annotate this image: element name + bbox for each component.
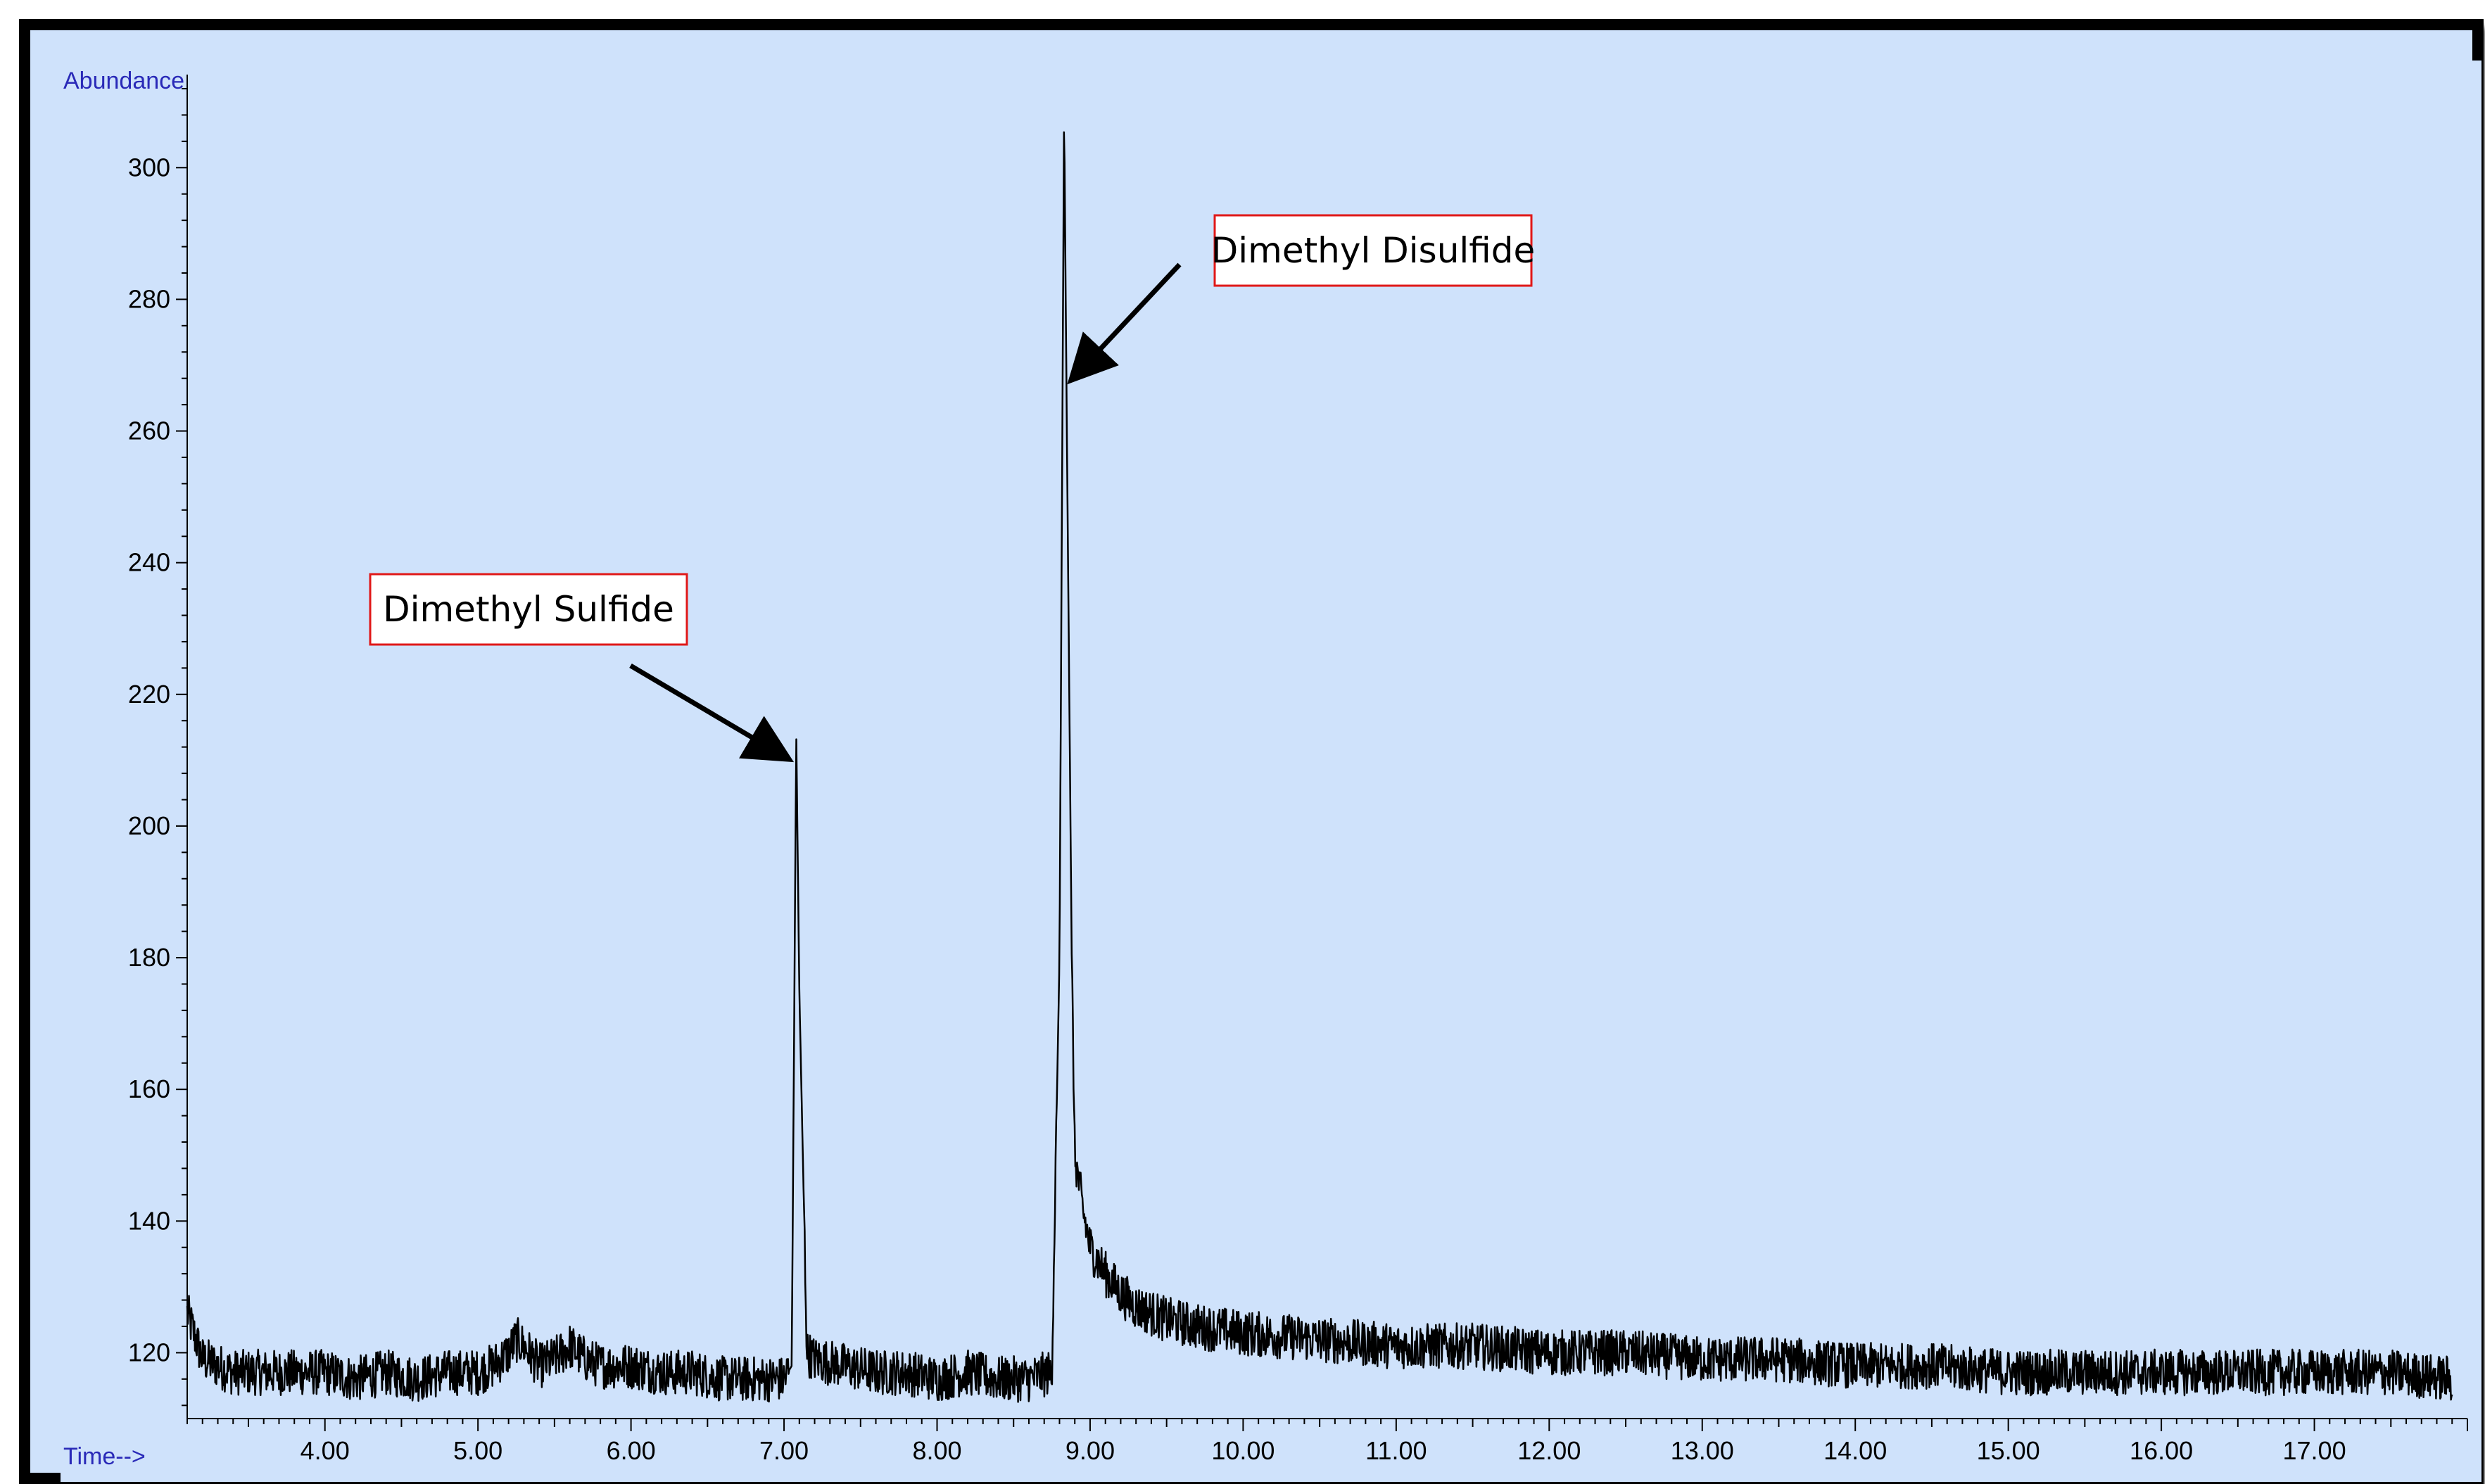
x-tick-label: 10.00 [1211, 1436, 1275, 1465]
y-tick-label: 180 [128, 943, 170, 972]
y-tick-label: 240 [128, 548, 170, 577]
peak-annotation: Dimethyl Disulfide [1067, 214, 1536, 385]
annotation-arrow [629, 663, 795, 763]
annotations: Dimethyl Sulfide Dimethyl Disulfide [369, 214, 1536, 763]
y-tick-label: 200 [128, 811, 170, 840]
x-tick-label: 16.00 [2130, 1436, 2193, 1465]
y-tick-label: 220 [128, 680, 170, 709]
x-tick-label: 11.00 [1365, 1436, 1427, 1465]
ticks: 4.00 5.00 6.00 7.00 8.00 9.00 10.00 11.00 12.00 1… [128, 88, 2468, 1465]
x-tick-label: 14.00 [1823, 1436, 1887, 1465]
x-tick-label: 13.00 [1671, 1436, 1734, 1465]
chart-frame: 4.00 5.00 6.00 7.00 8.00 9.00 10.00 11.00 12.00 1… [19, 19, 2484, 1484]
annotation-label: Dimethyl Sulfide [383, 589, 674, 630]
peak-annotation: Dimethyl Sulfide [369, 573, 795, 763]
x-tick-label: 6.00 [607, 1436, 656, 1465]
x-tick-label: 12.00 [1517, 1436, 1581, 1465]
x-tick-label: 9.00 [1066, 1436, 1115, 1465]
annotation-box [369, 573, 688, 646]
annotation-arrow [1067, 262, 1182, 385]
chromatogram-chart: 4.00 5.00 6.00 7.00 8.00 9.00 10.00 11.00 12.00 1… [61, 61, 2481, 1482]
y-tick-label: 280 [128, 284, 170, 313]
plot-background [61, 61, 2481, 1482]
x-tick-label: 5.00 [453, 1436, 502, 1465]
annotation-label: Dimethyl Disulfide [1211, 230, 1536, 271]
x-tick-label: 15.00 [1977, 1436, 2040, 1465]
x-tick-label: 4.00 [301, 1436, 350, 1465]
y-axis-label: Abundance [63, 68, 184, 94]
y-tick-label: 120 [128, 1338, 170, 1366]
y-tick-label: 160 [128, 1074, 170, 1103]
y-tick-label: 260 [128, 417, 170, 445]
y-tick-label: 300 [128, 153, 170, 182]
x-tick-label: 17.00 [2283, 1436, 2346, 1465]
x-axis-label: Time--> [63, 1443, 146, 1470]
y-tick-label: 140 [128, 1206, 170, 1235]
x-tick-label: 8.00 [912, 1436, 961, 1465]
signal-trace [186, 131, 2453, 1403]
x-tick-label: 7.00 [759, 1436, 809, 1465]
annotation-box [1213, 214, 1533, 287]
